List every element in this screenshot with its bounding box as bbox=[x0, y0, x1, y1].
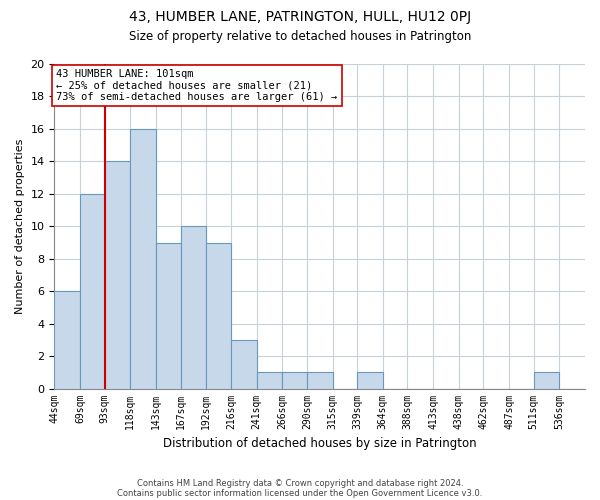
Text: 43, HUMBER LANE, PATRINGTON, HULL, HU12 0PJ: 43, HUMBER LANE, PATRINGTON, HULL, HU12 … bbox=[129, 10, 471, 24]
Bar bbox=[307, 372, 332, 388]
Bar bbox=[257, 372, 282, 388]
Text: Size of property relative to detached houses in Patrington: Size of property relative to detached ho… bbox=[129, 30, 471, 43]
Bar bbox=[156, 242, 181, 388]
Bar bbox=[55, 291, 80, 388]
Y-axis label: Number of detached properties: Number of detached properties bbox=[15, 138, 25, 314]
X-axis label: Distribution of detached houses by size in Patrington: Distribution of detached houses by size … bbox=[163, 437, 476, 450]
Bar bbox=[80, 194, 104, 388]
Bar bbox=[231, 340, 257, 388]
Bar bbox=[104, 162, 130, 388]
Bar bbox=[130, 129, 156, 388]
Text: Contains HM Land Registry data © Crown copyright and database right 2024.: Contains HM Land Registry data © Crown c… bbox=[137, 478, 463, 488]
Bar bbox=[181, 226, 206, 388]
Bar bbox=[533, 372, 559, 388]
Bar bbox=[282, 372, 307, 388]
Text: 43 HUMBER LANE: 101sqm
← 25% of detached houses are smaller (21)
73% of semi-det: 43 HUMBER LANE: 101sqm ← 25% of detached… bbox=[56, 69, 338, 102]
Bar bbox=[357, 372, 383, 388]
Bar bbox=[206, 242, 231, 388]
Text: Contains public sector information licensed under the Open Government Licence v3: Contains public sector information licen… bbox=[118, 488, 482, 498]
